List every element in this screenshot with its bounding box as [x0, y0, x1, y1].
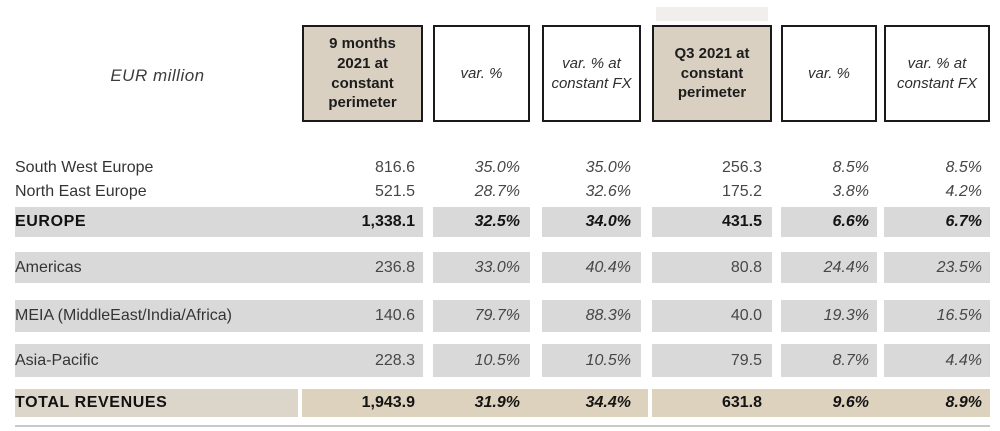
cell: 34.4% — [585, 394, 631, 411]
row-label: North East Europe — [15, 183, 147, 200]
cell: 31.9% — [474, 394, 520, 411]
cell: 23.5% — [884, 252, 990, 283]
row-label: Americas — [15, 258, 82, 276]
cell: 33.0% — [433, 252, 530, 283]
cell: 228.3 — [374, 351, 415, 369]
cell: 40.0 — [652, 300, 772, 332]
cell: 35.0% — [585, 159, 631, 176]
cell: 40.4% — [542, 252, 641, 283]
cell: 34.0% — [542, 207, 641, 237]
row-label: EUROPE — [15, 213, 87, 230]
row-label: TOTAL REVENUES — [15, 394, 168, 411]
cell: 9.6% — [832, 394, 869, 411]
table-bottom-rule — [15, 425, 990, 427]
col-header-var-pct-fx-1: var. % at constant FX — [542, 25, 641, 122]
cell: 10.5% — [433, 344, 530, 377]
total-row-shading — [652, 389, 990, 417]
cell: 631.8 — [721, 394, 762, 411]
total-row-shading — [302, 389, 648, 417]
cell: 175.2 — [721, 183, 762, 200]
table-row-south-west-europe: South West Europe 816.6 35.0% 35.0% 256.… — [0, 156, 1000, 180]
row-label: MEIA (MiddleEast/India/Africa) — [15, 307, 232, 324]
cell: 24.4% — [781, 252, 877, 283]
q3-header-highlight — [656, 7, 768, 21]
cell: 32.6% — [585, 183, 631, 200]
col-header-var-pct-2: var. % — [781, 25, 877, 122]
cell: 35.0% — [474, 159, 520, 176]
cell: 79.5 — [652, 344, 772, 377]
cell: 1,943.9 — [361, 394, 415, 411]
row-label: South West Europe — [15, 159, 154, 176]
cell: 8.7% — [781, 344, 877, 377]
table-row-asia-pacific: Asia-Pacific 228.3 10.5% 10.5% 79.5 8.7%… — [0, 344, 1000, 377]
cell: 6.7% — [884, 207, 990, 237]
cell: 140.6 — [374, 307, 415, 324]
table-row-meia: MEIA (MiddleEast/India/Africa) 140.6 79.… — [0, 300, 1000, 332]
cell: 80.8 — [652, 252, 772, 283]
cell: 8.9% — [945, 394, 982, 411]
cell: 79.7% — [433, 300, 530, 332]
cell: 1,338.1 — [361, 213, 415, 230]
cell: 8.5% — [832, 159, 869, 176]
cell: 431.5 — [652, 207, 772, 237]
cell: 3.8% — [832, 183, 869, 200]
cell: 19.3% — [781, 300, 877, 332]
row-shading — [15, 252, 423, 283]
row-shading — [15, 344, 423, 377]
cell: 236.8 — [374, 258, 415, 276]
row-label: Asia-Pacific — [15, 351, 99, 369]
row-shading — [15, 207, 423, 237]
col-header-9m-constant-perimeter: 9 months 2021 at constant perimeter — [302, 25, 423, 122]
col-header-var-pct-1: var. % — [433, 25, 530, 122]
cell: 816.6 — [374, 159, 415, 176]
cell: 4.4% — [884, 344, 990, 377]
cell: 521.5 — [374, 183, 415, 200]
col-header-var-pct-fx-2: var. % at constant FX — [884, 25, 990, 122]
cell: 256.3 — [721, 159, 762, 176]
cell: 88.3% — [542, 300, 641, 332]
cell: 4.2% — [945, 183, 982, 200]
cell: 16.5% — [884, 300, 990, 332]
col-header-q3-constant-perimeter: Q3 2021 at constant perimeter — [652, 25, 772, 122]
total-row-shading — [15, 389, 298, 417]
cell: 10.5% — [542, 344, 641, 377]
cell: 28.7% — [474, 183, 520, 200]
table-row-total-revenues: TOTAL REVENUES 1,943.9 31.9% 34.4% 631.8… — [0, 389, 1000, 417]
unit-label: EUR million — [110, 66, 205, 85]
cell: 8.5% — [945, 159, 982, 176]
cell: 6.6% — [781, 207, 877, 237]
row-shading — [15, 300, 423, 332]
table-row-north-east-europe: North East Europe 521.5 28.7% 32.6% 175.… — [0, 180, 1000, 204]
cell: 32.5% — [433, 207, 530, 237]
table-row-europe: EUROPE 1,338.1 32.5% 34.0% 431.5 6.6% 6.… — [0, 207, 1000, 237]
table-row-americas: Americas 236.8 33.0% 40.4% 80.8 24.4% 23… — [0, 252, 1000, 283]
